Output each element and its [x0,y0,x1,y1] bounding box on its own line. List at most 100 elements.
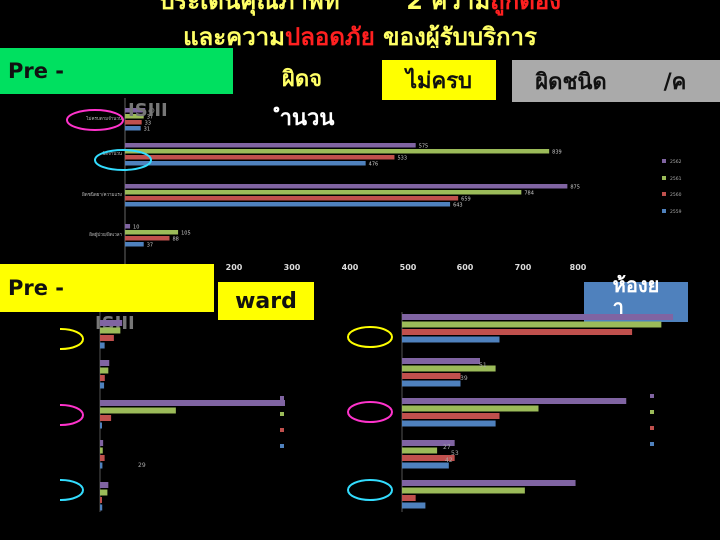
bar [125,155,395,160]
bar [100,375,105,381]
bar [125,120,142,125]
bar [100,482,109,488]
bar [100,462,103,469]
bar [100,504,103,511]
highlight-ring [94,149,152,171]
bar [125,224,131,229]
title-highlight: ถูกต้อง [490,0,561,15]
bar [402,358,480,364]
bar [402,329,633,335]
bar-chart-bottom-left: 29 [60,312,285,512]
bar-value-label: 40 [148,109,154,115]
bar-value-label: 88 [172,237,178,243]
pre-label-text: Pre - [8,276,65,300]
title-part: ประเด็นคุณภาพที่ [159,0,340,15]
bar [402,495,416,501]
bar [100,415,112,421]
chip-sub-text: ำนวน [262,100,352,131]
bar [402,314,674,320]
pre-label-1: Pre - [0,48,233,94]
partial-text: ISIII [128,100,168,121]
bar [402,487,525,494]
x-tick-label: 800 [570,263,587,272]
bar [402,321,662,328]
bar [100,440,104,446]
bar-chart-top: 40373331ไม่ครบตามจำนวน575839533476ผิดจำน… [66,98,682,272]
title-highlight: ปลอดภัย [284,23,375,51]
bar [100,320,123,326]
bar [100,400,285,406]
legend-swatch [280,412,284,416]
bar [100,497,102,503]
x-tick-label: 200 [226,263,243,272]
bar-value-label: 31 [144,127,150,133]
category-label: ไม่ครบตามจำนวน [85,115,122,122]
bar [402,502,426,509]
bar [100,335,114,341]
bar-value-label: 875 [570,185,580,191]
title-part: และความ [183,23,285,51]
bar-value-label: 575 [419,144,429,150]
bar-value-label: 659 [461,197,471,203]
highlight-ring [347,479,393,501]
bar [125,161,366,166]
chip-text: ผิดชนิด [535,69,607,95]
bar [402,440,455,446]
x-tick-label: 700 [515,263,532,272]
bar [402,405,539,412]
chip-text: ผิดจ [281,66,323,92]
pre-label-text: Pre - [8,59,65,83]
legend-swatch [662,192,666,196]
bar [402,398,627,404]
bar-value-label: 37 [147,115,153,121]
bar [402,413,500,419]
bar-value-label: 37 [147,243,153,249]
bar [100,382,105,389]
bar [402,447,438,454]
legend-label: 2560 [670,192,682,198]
legend-swatch [662,176,666,180]
title-line-1: ประเด็นคุณภาพที่ 2 ความถูกต้อง [0,0,720,14]
legend-swatch [650,426,654,430]
chip-text: ไม่ครบ [405,68,473,94]
bar [125,202,451,207]
title-part: ของผู้รับบริการ [374,23,537,51]
chip-text: /ค [663,69,687,95]
x-tick-label: 300 [284,263,301,272]
bar [402,420,496,427]
chip-wrong-type: ผิดชนิด [512,60,630,102]
bar [125,236,170,241]
category-label: ผิดจำนวน [102,150,122,157]
bar-value-label: 42 [445,457,453,464]
highlight-ring [347,401,393,423]
legend-swatch [662,209,666,213]
bar-value-label: 784 [524,191,534,197]
bar [100,360,110,366]
bar [125,184,568,189]
chip-incomplete: ไม่ครบ [382,60,496,100]
category-label: ผิดผู้ป่วย/ผิดเวลา [89,232,122,238]
ward-text: ward [235,288,297,314]
bar [402,480,576,486]
bar-value-label: 53 [451,450,459,457]
bar-value-label: 29 [138,462,146,469]
room-text: ห้องย า [612,273,660,319]
bar [125,126,141,131]
bar-value-label: 105 [181,231,191,237]
legend-swatch [280,444,284,448]
highlight-ring [60,328,84,350]
chip-sub: ำนวน [279,106,335,131]
bar-value-label: 27 [443,444,451,451]
category-label: ผิดชนิดยา/ความแรง [82,192,122,198]
highlight-ring [60,479,84,501]
bar-value-label: 10 [133,225,139,231]
legend-swatch [650,394,654,398]
bar [402,373,461,379]
chip-suffix: /ค [630,60,720,102]
bar [100,447,103,454]
bar [100,455,105,461]
bar [125,114,144,119]
bar [125,108,146,113]
title-part: 2 ความ [406,0,491,15]
